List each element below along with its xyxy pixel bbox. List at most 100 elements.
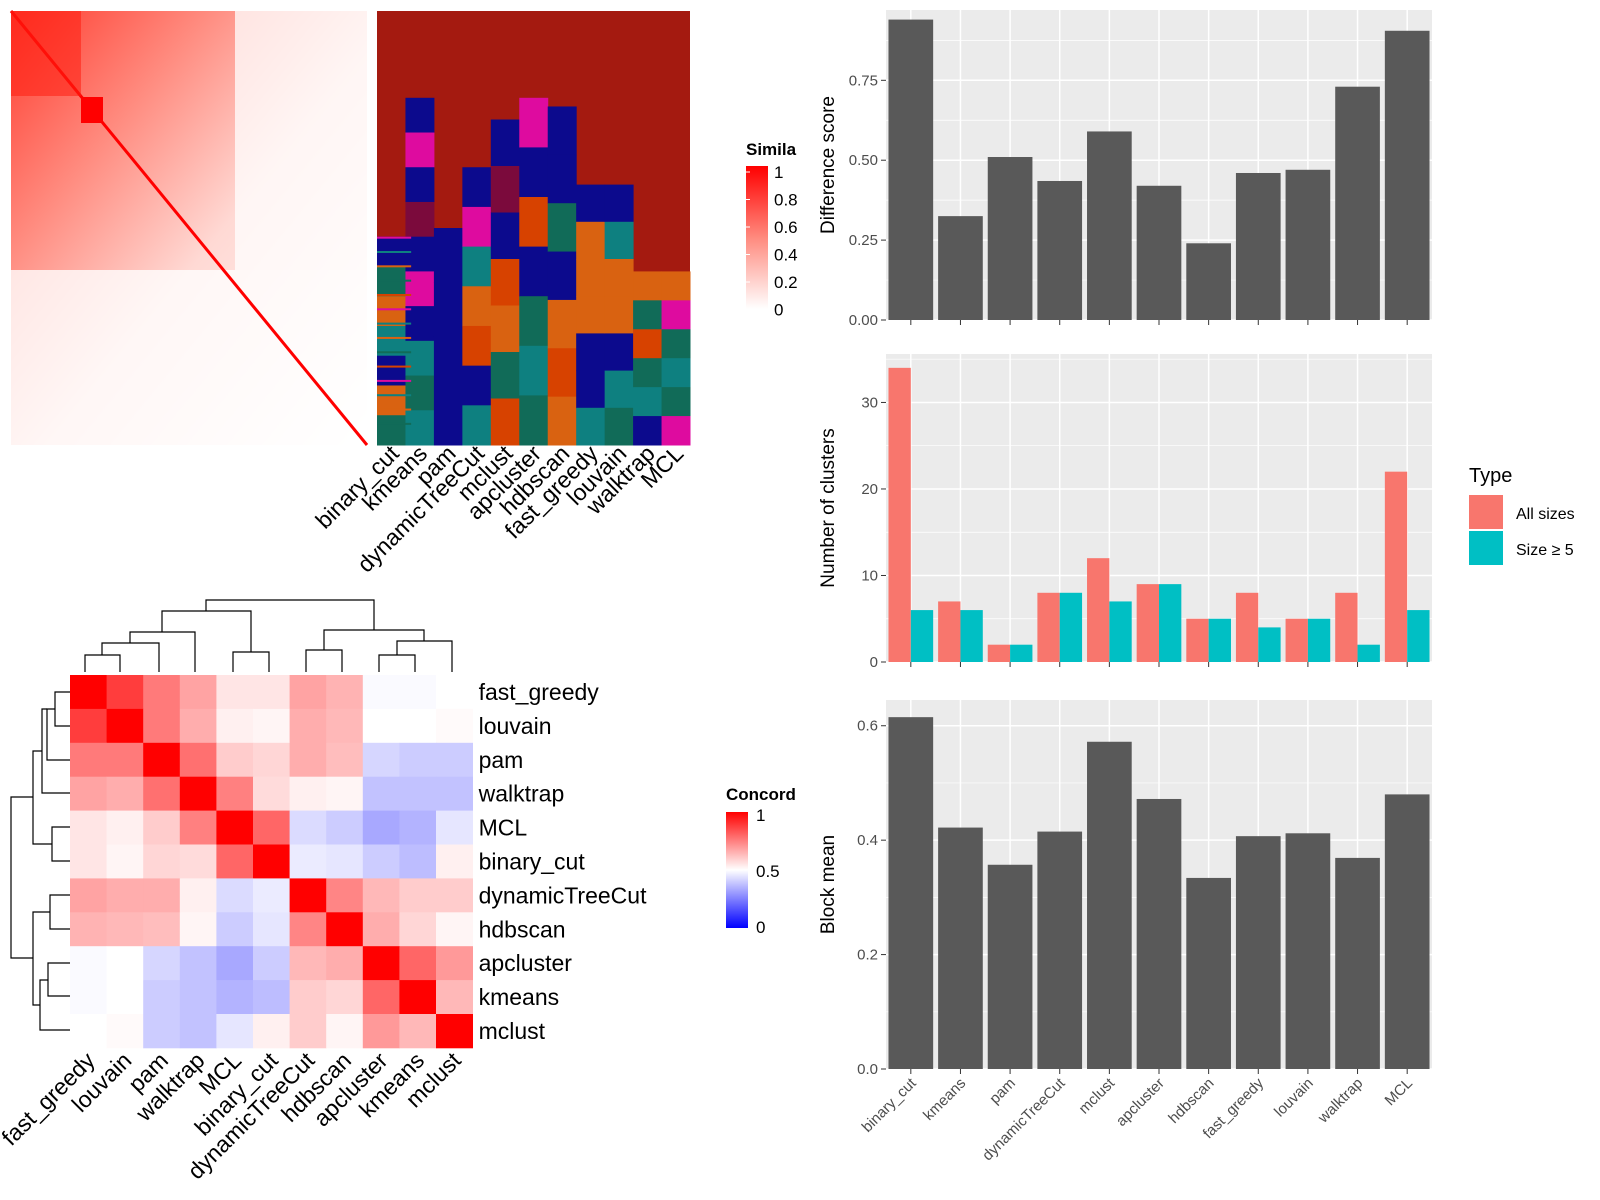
bar-walktrap — [1335, 857, 1380, 1069]
legend-label-size-ge5: Size ≥ 5 — [1516, 542, 1574, 559]
cluster-segment — [405, 271, 435, 307]
concordance-cell-dynamicTreeCut-mclust — [436, 878, 473, 913]
cluster-segment — [405, 201, 435, 238]
concordance-cell-dynamicTreeCut-kmeans — [399, 878, 437, 913]
concordance-cell-louvain-mclust — [436, 708, 473, 744]
y-axis-label: Difference score — [818, 96, 839, 234]
bar-kmeans — [938, 216, 983, 320]
bar-pam — [987, 864, 1033, 1069]
concordance-cell-hdbscan-dynamicTreeCut — [289, 912, 327, 947]
concordance-cell-walktrap-pam — [143, 776, 181, 811]
concordance-row-label: louvain — [479, 713, 552, 739]
cluster-segment — [405, 167, 435, 203]
cluster-assignment-grid — [377, 11, 691, 446]
concordance-cell-dynamicTreeCut-dynamicTreeCut — [289, 878, 327, 913]
concordance-row-label: apcluster — [479, 950, 573, 976]
concordance-legend-ticks: 10.50 — [756, 806, 780, 937]
concordance-cell-walktrap-louvain — [106, 776, 144, 811]
cluster-segment — [433, 228, 463, 283]
concordance-cell-binary_cut-fast_greedy — [70, 844, 107, 879]
concordance-cell-apcluster-fast_greedy — [70, 946, 107, 981]
bar-all-sizes-louvain — [1285, 618, 1308, 662]
concordance-cell-hdbscan-apcluster — [362, 912, 400, 947]
bar-louvain — [1285, 169, 1331, 320]
concordance-cell-binary_cut-apcluster — [362, 844, 400, 879]
concordance-row-label: MCL — [479, 815, 528, 841]
cluster-segment — [576, 259, 606, 297]
concordance-cell-mclust-fast_greedy — [70, 1014, 107, 1049]
x-tick-label: louvain — [1271, 1075, 1317, 1121]
concordance-cell-dynamicTreeCut-hdbscan — [326, 878, 364, 913]
concordance-cell-MCL-dynamicTreeCut — [289, 810, 327, 845]
bar-size-ge5-apcluster — [1159, 584, 1182, 662]
bar-pam — [987, 157, 1033, 320]
concordance-cell-apcluster-kmeans — [399, 946, 437, 981]
concordance-cell-mclust-dynamicTreeCut — [289, 1014, 327, 1049]
y-tick-label: 0.25 — [849, 232, 878, 249]
y-tick-label: 0.75 — [849, 72, 878, 89]
y-tick-label: 20 — [861, 481, 878, 498]
concordance-cell-mclust-binary_cut — [253, 1014, 290, 1049]
concordance-cell-hdbscan-pam — [143, 912, 181, 947]
concordance-cell-hdbscan-mclust — [436, 912, 473, 947]
concordance-cell-mclust-mclust — [436, 1014, 473, 1049]
cluster-stripe — [377, 394, 412, 397]
cluster-segment — [547, 203, 577, 253]
bar-dynamicTreeCut — [1037, 180, 1083, 320]
cluster-segment — [519, 246, 549, 297]
concordance-cell-apcluster-pam — [143, 946, 181, 981]
cluster-segment — [405, 340, 435, 377]
cluster-segment — [633, 300, 663, 330]
bar-dynamicTreeCut — [1037, 831, 1083, 1069]
cluster-segment — [576, 221, 606, 260]
concordance-cell-mclust-louvain — [106, 1014, 144, 1049]
concordance-cell-dynamicTreeCut-fast_greedy — [70, 878, 107, 913]
bar-size-ge5-pam — [1010, 644, 1033, 662]
type-legend: Type All sizes Size ≥ 5 — [1469, 465, 1575, 565]
cluster-segment — [519, 97, 549, 148]
concordance-cell-dynamicTreeCut-louvain — [106, 878, 144, 913]
concordance-legend-tick-label: 0.5 — [756, 862, 780, 881]
y-tick-label: 0.2 — [857, 947, 878, 964]
y-tick-label: 30 — [861, 394, 878, 411]
cluster-stripe — [377, 408, 412, 411]
bar-size-ge5-louvain — [1307, 618, 1331, 662]
concordance-cell-kmeans-kmeans — [399, 980, 437, 1015]
bar-mclust — [1087, 741, 1132, 1069]
concordance-row-label: binary_cut — [479, 848, 586, 874]
x-tick-label: mclust — [1076, 1074, 1119, 1117]
bar-louvain — [1285, 833, 1331, 1069]
bar-size-ge5-binary_cut — [910, 610, 934, 662]
cluster-segment — [633, 387, 663, 417]
bar-binary_cut — [888, 19, 934, 321]
cluster-stripe — [377, 265, 412, 268]
concordance-cell-fast_greedy-louvain — [106, 675, 144, 710]
concordance-cell-binary_cut-mclust — [436, 844, 473, 879]
bar-apcluster — [1136, 185, 1182, 320]
concordance-cell-dynamicTreeCut-binary_cut — [253, 878, 290, 913]
concordance-cell-MCL-MCL — [216, 810, 254, 845]
concordance-row-label: hdbscan — [479, 916, 566, 942]
concordance-cell-MCL-mclust — [436, 810, 473, 845]
concordance-cell-hdbscan-louvain — [106, 912, 144, 947]
bar-size-ge5-MCL — [1407, 610, 1430, 662]
bar-all-sizes-MCL — [1384, 471, 1408, 662]
bar-binary_cut — [888, 717, 934, 1069]
cluster-segment — [661, 329, 691, 359]
cluster-segment — [547, 154, 577, 204]
cluster-segment — [490, 398, 520, 446]
concordance-cell-fast_greedy-dynamicTreeCut — [289, 675, 327, 710]
cluster-stripe — [377, 322, 412, 325]
concordance-cell-kmeans-mclust — [436, 980, 473, 1015]
concordance-cell-apcluster-mclust — [436, 946, 473, 981]
cluster-segment — [576, 333, 606, 372]
cluster-segment — [547, 396, 577, 446]
y-tick-label: 0.6 — [857, 718, 878, 735]
similarity-legend-tick-label: 0.6 — [774, 218, 798, 237]
concordance-cell-walktrap-hdbscan — [326, 776, 364, 811]
cluster-segment — [661, 416, 691, 446]
cluster-stripe — [377, 379, 412, 382]
bar-walktrap — [1335, 86, 1380, 320]
bar-size-ge5-walktrap — [1357, 644, 1380, 662]
concordance-cell-MCL-apcluster — [362, 810, 400, 845]
